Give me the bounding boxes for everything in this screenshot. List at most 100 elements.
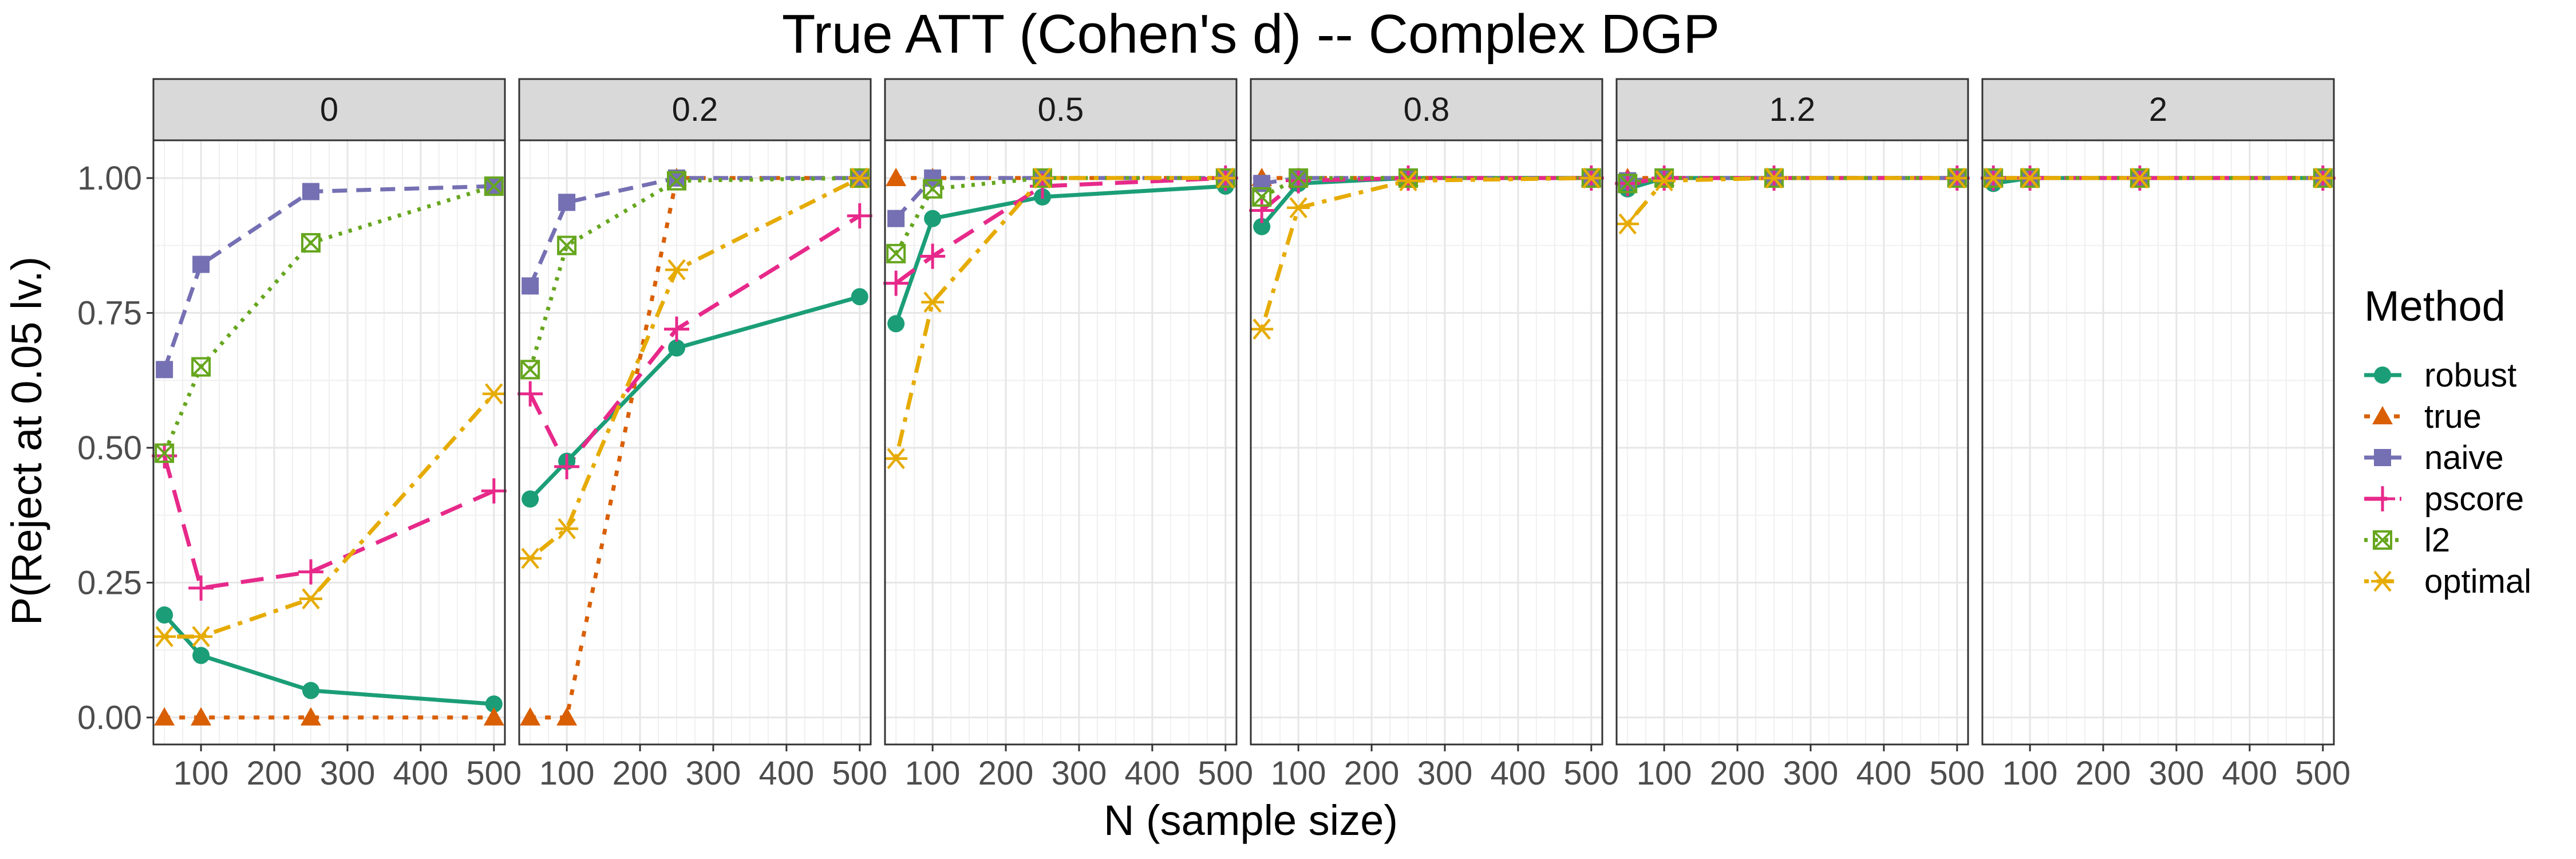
- data-point-optimal: [848, 167, 871, 189]
- chart-title: True ATT (Cohen's d) -- Complex DGP: [782, 3, 1720, 65]
- data-point-optimal: [555, 518, 579, 539]
- data-point-true: [483, 707, 504, 726]
- legend-key-marker: [2373, 530, 2392, 550]
- data-point-pscore: [554, 454, 580, 479]
- series-line-optimal: [1626, 176, 1957, 226]
- data-point-optimal: [921, 291, 945, 313]
- data-point-true: [556, 707, 578, 726]
- x-tick-label: 100: [905, 755, 961, 792]
- panel-border: [518, 139, 872, 746]
- data-point-naive: [887, 210, 905, 227]
- x-tick-label: 500: [1929, 755, 1985, 792]
- x-tick-label: 300: [320, 755, 376, 792]
- panel-border: [1250, 139, 1603, 746]
- x-tick-label: 300: [2149, 755, 2204, 792]
- legend-title: Method: [2364, 282, 2506, 330]
- facet-strip: [152, 78, 506, 141]
- x-tick-label: 500: [832, 755, 887, 792]
- x-tick-label: 500: [2295, 755, 2350, 792]
- x-tick-label: 300: [686, 755, 741, 792]
- series-line-l2: [528, 176, 860, 371]
- y-tick-label: 1.00: [77, 160, 142, 197]
- data-point-robust: [521, 490, 539, 508]
- legend-item-true: true: [2364, 398, 2482, 435]
- x-tick-label: 400: [1125, 755, 1180, 792]
- x-tick-label: 400: [2222, 755, 2278, 792]
- series-line-naive: [528, 176, 860, 287]
- x-tick-label: 100: [1271, 755, 1326, 792]
- facet-strip-label: 0: [320, 91, 338, 128]
- data-point-robust: [192, 647, 210, 664]
- legend-item-pscore: pscore: [2364, 480, 2524, 518]
- x-tick-label: 500: [1198, 755, 1253, 792]
- facet-panel-0.2: 0.2 100 200 300 400 500: [517, 78, 887, 792]
- legend-label: pscore: [2424, 480, 2524, 518]
- series-line-naive: [894, 176, 1226, 220]
- data-point-optimal: [884, 448, 908, 470]
- data-point-pscore: [664, 316, 690, 342]
- data-point-pscore: [847, 203, 872, 228]
- series-line-l2: [162, 184, 495, 454]
- facet-strip-label: 0.8: [1404, 91, 1450, 128]
- data-point-optimal: [482, 383, 505, 405]
- y-tick-label: 0.00: [77, 699, 142, 736]
- data-point-true: [191, 707, 212, 726]
- facet-strip-label: 2: [2149, 91, 2167, 128]
- facet-strip-label: 0.5: [1038, 91, 1084, 128]
- series-line-pscore: [1627, 176, 1957, 186]
- facet-strip: [518, 78, 872, 141]
- y-tick-label: 0.25: [77, 564, 142, 601]
- data-point-optimal: [665, 259, 689, 281]
- panel-border: [152, 139, 506, 746]
- data-point-pscore: [1249, 198, 1275, 223]
- data-point-pscore: [481, 478, 507, 504]
- series-line-pscore: [528, 214, 861, 469]
- data-point-robust: [851, 288, 868, 306]
- series-line-optimal: [528, 176, 861, 560]
- data-point-optimal: [1763, 167, 1786, 189]
- legend-item-l2: l2: [2364, 522, 2450, 559]
- data-point-pscore: [188, 575, 214, 601]
- data-point-robust: [924, 210, 942, 227]
- panel-border: [1981, 139, 2335, 746]
- legend-key-marker: [2374, 367, 2391, 384]
- data-point-naive: [156, 361, 173, 379]
- data-point-optimal: [519, 547, 542, 569]
- data-point-pscore: [883, 270, 909, 296]
- x-tick-label: 200: [1344, 755, 1400, 792]
- y-tick-label: 0.50: [77, 430, 142, 467]
- data-point-l2: [667, 171, 687, 191]
- data-point-naive: [521, 277, 539, 295]
- x-axis-title: N (sample size): [1104, 797, 1398, 844]
- data-point-l2: [484, 176, 504, 196]
- facet-panel-1.2: 1.2 100 200 300 400 500: [1615, 78, 1985, 792]
- data-point-l2: [1289, 168, 1309, 188]
- x-tick-label: 500: [1563, 755, 1619, 792]
- y-axis: 0.00 0.25 0.50 0.75 1.00: [77, 160, 153, 736]
- y-tick-label: 0.75: [77, 294, 142, 332]
- data-point-optimal: [1287, 197, 1310, 219]
- data-point-optimal: [1250, 318, 1274, 340]
- data-point-optimal: [189, 626, 213, 648]
- legend-label: l2: [2424, 522, 2450, 559]
- panel-border: [884, 139, 1238, 746]
- facet-panel-0: 0 100 200 300 400 500: [152, 78, 521, 792]
- data-point-optimal: [299, 588, 323, 610]
- x-tick-label: 200: [613, 755, 668, 792]
- facet-panels: 0 100 200 300 400 500 0.2 100 200 300 400 500 0.5 100…: [152, 78, 2350, 792]
- y-axis-title: P(Reject at 0.05 lv.): [3, 257, 50, 625]
- legend-item-naive: naive: [2364, 439, 2504, 476]
- data-point-l2: [1618, 174, 1638, 194]
- x-tick-label: 200: [2076, 755, 2131, 792]
- series-line-optimal: [164, 392, 496, 639]
- legend-key-marker: [2371, 570, 2394, 592]
- data-point-l2: [155, 443, 175, 463]
- x-tick-label: 100: [539, 755, 595, 792]
- data-point-l2: [886, 243, 906, 263]
- series-line-pscore: [162, 455, 495, 590]
- series-line-l2: [1261, 176, 1591, 199]
- data-point-optimal: [153, 626, 176, 648]
- data-point-optimal: [1616, 213, 1639, 235]
- series-line-naive: [162, 184, 494, 371]
